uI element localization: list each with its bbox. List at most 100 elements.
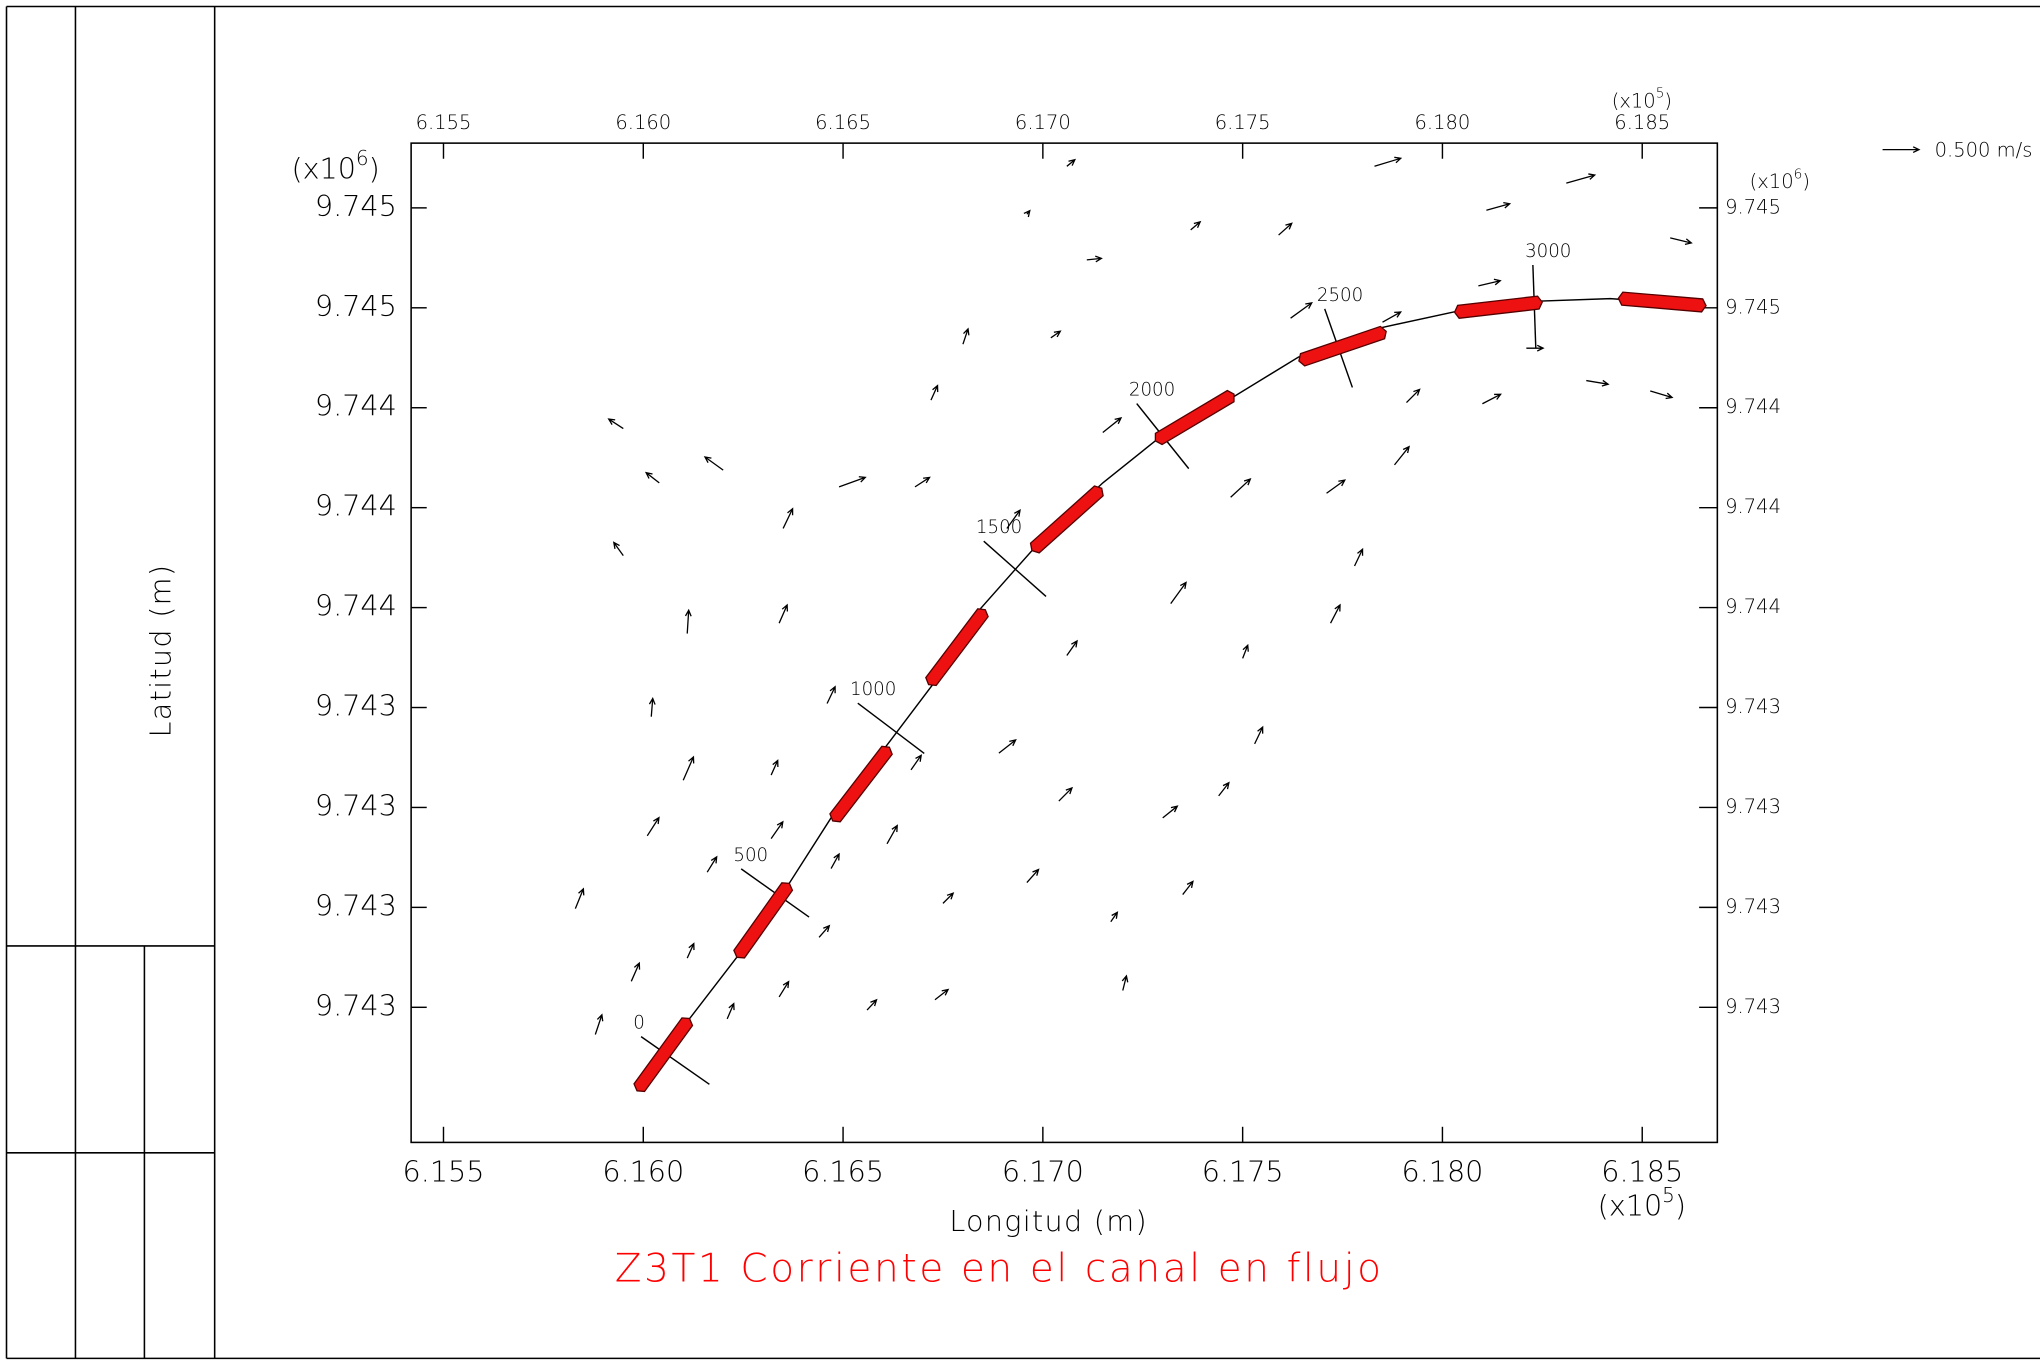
x-tick-label: 6.180 [1401, 1155, 1483, 1189]
x-tick-label-top: 6.165 [815, 111, 871, 134]
channel-centerline [638, 297, 1707, 1091]
velocity-vector [1353, 547, 1364, 567]
chainage-label: 2500 [1317, 285, 1363, 306]
y-tick-label-right: 9.744 [1725, 495, 1781, 518]
multiplier-base: (x10 [1598, 1188, 1662, 1222]
y-tick-label-right: 9.744 [1725, 595, 1781, 618]
velocity-vector [1023, 209, 1031, 218]
reference-vector-label: 0.500 m/s [1935, 138, 2033, 161]
velocity-vector [782, 507, 794, 529]
velocity-vector [818, 924, 831, 938]
x-axis-label: Longitud (m) [949, 1204, 1148, 1238]
velocity-vector [770, 820, 784, 839]
x-tick-label: 6.155 [403, 1155, 485, 1189]
y-tick-label-right: 9.743 [1725, 695, 1781, 718]
multiplier-base: (x10 [1612, 89, 1656, 112]
velocity-vector [910, 754, 923, 771]
velocity-vector [1586, 379, 1610, 387]
reference-vector [1882, 146, 1921, 154]
velocity-vector [1382, 311, 1403, 323]
velocity-vector [1374, 156, 1403, 167]
velocity-vector [1026, 868, 1040, 884]
chainage-tick [983, 540, 1047, 597]
x-tick-label: 6.160 [602, 1155, 684, 1189]
y-tick-label: 9.743 [315, 788, 397, 822]
x-tick-label-top: 6.155 [416, 111, 472, 134]
channel-segment [829, 745, 893, 823]
velocity-vector [1050, 330, 1062, 339]
y-tick-label-right: 9.745 [1725, 295, 1781, 318]
chainage-label: 500 [733, 845, 768, 866]
velocity-vector [594, 1013, 604, 1035]
multiplier-exponent: 6 [356, 145, 369, 169]
y-tick-label: 9.743 [315, 888, 397, 922]
multiplier-close: ) [369, 151, 380, 185]
channel-segment [925, 608, 989, 687]
multiplier-exponent: 6 [1794, 166, 1803, 182]
multiplier-base: (x10 [291, 151, 355, 185]
velocity-vector [574, 887, 585, 909]
velocity-vector [1121, 974, 1129, 991]
x-tick-label: 6.170 [1002, 1155, 1084, 1189]
velocity-vector [682, 755, 695, 781]
axis-multiplier: (x105) [1612, 86, 1672, 112]
velocity-vector [646, 816, 660, 837]
channel-segment [1617, 291, 1707, 313]
velocity-vector [1058, 786, 1074, 802]
velocity-vector [770, 759, 779, 776]
axis-multiplier: (x106) [1750, 166, 1810, 192]
velocity-vector [1486, 201, 1512, 211]
multiplier-exponent: 5 [1656, 86, 1665, 102]
y-tick-label: 9.743 [315, 689, 397, 723]
chainage-label: 1500 [976, 517, 1022, 538]
x-tick-label-top: 6.160 [615, 111, 671, 134]
velocity-vector [830, 852, 840, 869]
x-tick-label: 6.185 [1601, 1155, 1683, 1189]
velocity-vector [930, 384, 939, 401]
velocity-vector [1182, 880, 1194, 895]
velocity-vector [1066, 639, 1078, 656]
velocity-vector [1110, 911, 1119, 923]
velocity-vector [778, 980, 790, 998]
x-tick-label: 6.165 [802, 1155, 884, 1189]
channel-segment [1453, 295, 1543, 319]
velocity-vector [962, 327, 970, 345]
velocity-vector [1290, 302, 1313, 319]
y-tick-label-right: 9.744 [1725, 395, 1781, 418]
velocity-vector [1006, 509, 1021, 529]
y-tick-label-right: 9.743 [1725, 995, 1781, 1018]
velocity-vector [726, 1002, 735, 1020]
multiplier-close: ) [1675, 1188, 1686, 1222]
velocity-vector [1478, 278, 1502, 287]
velocity-vector [1066, 158, 1077, 167]
velocity-vector [1218, 781, 1230, 797]
velocity-vector [644, 471, 660, 484]
chainage-label: 2000 [1129, 380, 1175, 401]
velocity-vector [1086, 255, 1103, 263]
channel-segment [633, 1017, 694, 1093]
y-tick-label: 9.745 [315, 289, 397, 323]
velocity-vector [1230, 478, 1252, 498]
y-tick-label-right: 9.745 [1725, 195, 1781, 218]
x-tick-label-top: 6.170 [1015, 111, 1071, 134]
velocity-vector [1482, 393, 1502, 405]
y-tick-label-right: 9.743 [1725, 795, 1781, 818]
chainage-tick [640, 1036, 710, 1085]
x-tick-label-top: 6.175 [1215, 111, 1271, 134]
velocity-vector [1393, 445, 1410, 466]
multiplier-close: ) [1664, 89, 1672, 112]
multiplier-close: ) [1802, 170, 1810, 193]
chainage-tick [857, 702, 925, 754]
velocity-vector [1162, 805, 1179, 819]
velocity-vector [1278, 222, 1293, 236]
y-tick-label-right: 9.743 [1725, 895, 1781, 918]
velocity-vector [1670, 237, 1693, 245]
velocity-vector [1170, 581, 1187, 604]
axis-multiplier: (x106) [291, 145, 379, 185]
plot-frame [410, 142, 1719, 1144]
velocity-vector [866, 998, 878, 1011]
x-tick-label-top: 6.180 [1415, 111, 1471, 134]
velocity-vector [1326, 479, 1346, 494]
